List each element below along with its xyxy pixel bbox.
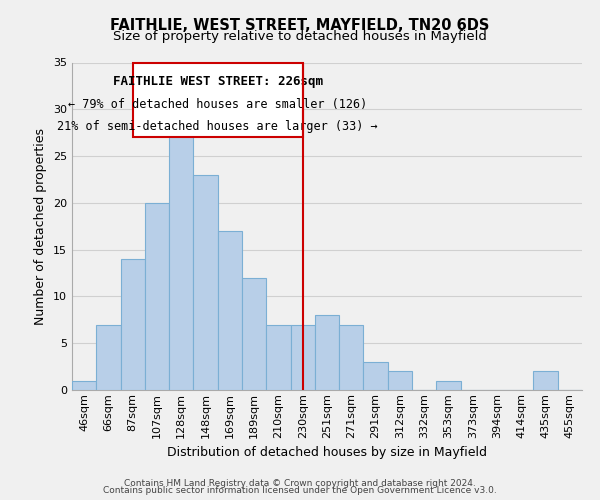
- Text: Size of property relative to detached houses in Mayfield: Size of property relative to detached ho…: [113, 30, 487, 43]
- Bar: [290, 324, 315, 390]
- Text: FAITHLIE WEST STREET: 226sqm: FAITHLIE WEST STREET: 226sqm: [113, 76, 323, 88]
- Bar: [436, 380, 461, 390]
- Text: ← 79% of detached houses are smaller (126): ← 79% of detached houses are smaller (12…: [68, 98, 367, 111]
- Bar: [145, 203, 169, 390]
- Bar: [72, 380, 96, 390]
- Bar: [193, 175, 218, 390]
- FancyBboxPatch shape: [133, 62, 303, 138]
- Bar: [533, 372, 558, 390]
- Bar: [339, 324, 364, 390]
- Bar: [96, 324, 121, 390]
- Bar: [218, 231, 242, 390]
- Text: FAITHLIE, WEST STREET, MAYFIELD, TN20 6DS: FAITHLIE, WEST STREET, MAYFIELD, TN20 6D…: [110, 18, 490, 32]
- Text: 21% of semi-detached houses are larger (33) →: 21% of semi-detached houses are larger (…: [58, 120, 378, 134]
- Bar: [242, 278, 266, 390]
- Bar: [121, 259, 145, 390]
- Bar: [315, 315, 339, 390]
- Bar: [266, 324, 290, 390]
- Bar: [388, 372, 412, 390]
- Text: Contains public sector information licensed under the Open Government Licence v3: Contains public sector information licen…: [103, 486, 497, 495]
- Bar: [364, 362, 388, 390]
- Bar: [169, 118, 193, 390]
- X-axis label: Distribution of detached houses by size in Mayfield: Distribution of detached houses by size …: [167, 446, 487, 459]
- Y-axis label: Number of detached properties: Number of detached properties: [34, 128, 47, 325]
- Text: Contains HM Land Registry data © Crown copyright and database right 2024.: Contains HM Land Registry data © Crown c…: [124, 478, 476, 488]
